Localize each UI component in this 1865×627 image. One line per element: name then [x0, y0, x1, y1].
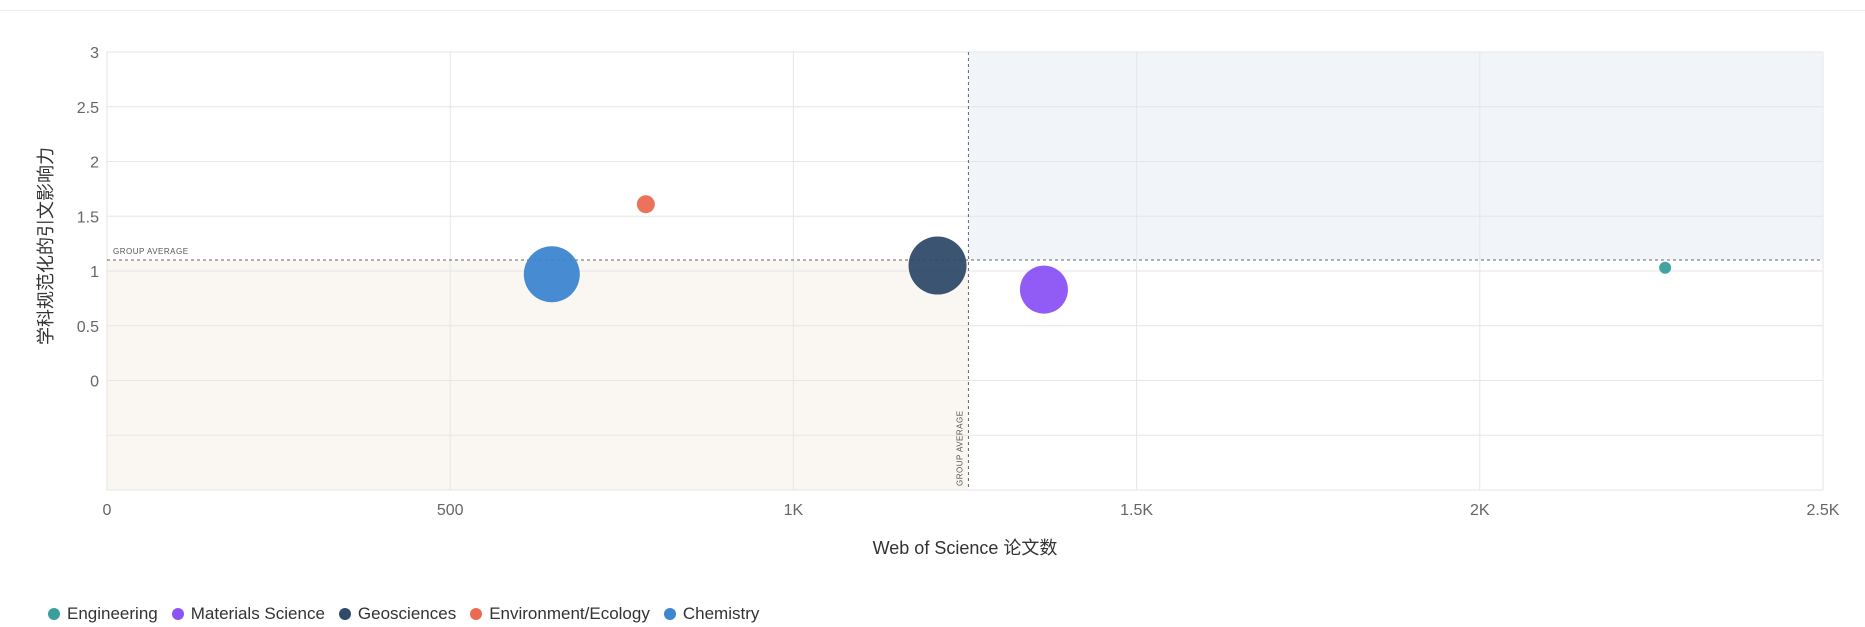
data-point-geosciences[interactable]	[908, 236, 967, 295]
legend-item-environment-ecology[interactable]: Environment/Ecology	[470, 604, 650, 624]
x-tick-label: 2.5K	[1807, 502, 1840, 519]
data-point-chemistry[interactable]	[523, 246, 580, 303]
quadrant-upper-right	[968, 52, 1823, 261]
x-tick-label: 1.5K	[1120, 502, 1153, 519]
data-point-engineering[interactable]	[1659, 261, 1672, 274]
group-average-label-horizontal: GROUP AVERAGE	[113, 247, 189, 256]
legend-dot	[171, 608, 184, 620]
legend-dot	[48, 608, 60, 620]
y-tick-label: 0.5	[77, 319, 99, 336]
y-tick-label: 0	[90, 374, 99, 391]
x-axis-ticks: 0 500 1K 1.5K 2K 2.5K	[103, 502, 1840, 519]
x-tick-label: 0	[103, 502, 112, 519]
legend-dot	[470, 608, 483, 620]
legend-label: Geosciences	[357, 604, 457, 623]
y-tick-label: 2	[90, 155, 99, 172]
legend-item-geosciences[interactable]: Geosciences	[338, 604, 457, 624]
chart-legend: Engineering Materials Science Geosciences E…	[48, 604, 759, 624]
legend-label: Engineering	[67, 604, 158, 623]
y-tick-label: 1	[90, 264, 99, 281]
y-axis-ticks: 3 2.5 2 1.5 1 0.5 0	[77, 45, 99, 391]
legend-label: Materials Science	[190, 604, 325, 623]
scatter-chart: GROUP AVERAGE GROUP AVERAGE 3 2.5 2 1.5 1 0.5 0…	[36, 45, 1840, 558]
x-tick-label: 500	[437, 502, 464, 519]
x-tick-label: 2K	[1470, 502, 1490, 519]
top-divider	[0, 10, 1865, 11]
legend-dot	[663, 608, 676, 620]
data-point-environment-ecology[interactable]	[636, 195, 655, 214]
x-tick-label: 1K	[784, 502, 804, 519]
y-tick-label: 3	[90, 45, 99, 62]
y-tick-label: 2.5	[77, 100, 99, 117]
legend-item-chemistry[interactable]: Chemistry	[663, 604, 760, 624]
group-average-label-vertical: GROUP AVERAGE	[955, 410, 964, 486]
x-axis-label: Web of Science 论文数	[873, 538, 1058, 558]
grid-lines	[106, 51, 1824, 491]
legend-dot	[338, 608, 351, 620]
y-tick-label: 1.5	[77, 209, 99, 226]
legend-item-materials-science[interactable]: Materials Science	[171, 604, 325, 624]
y-axis-label: 学科规范化的引文影响力	[36, 147, 56, 345]
legend-item-engineering[interactable]: Engineering	[48, 604, 158, 624]
legend-label: Environment/Ecology	[489, 604, 650, 623]
data-point-materials-science[interactable]	[1019, 265, 1068, 314]
data-points	[523, 195, 1672, 314]
legend-label: Chemistry	[682, 604, 760, 623]
